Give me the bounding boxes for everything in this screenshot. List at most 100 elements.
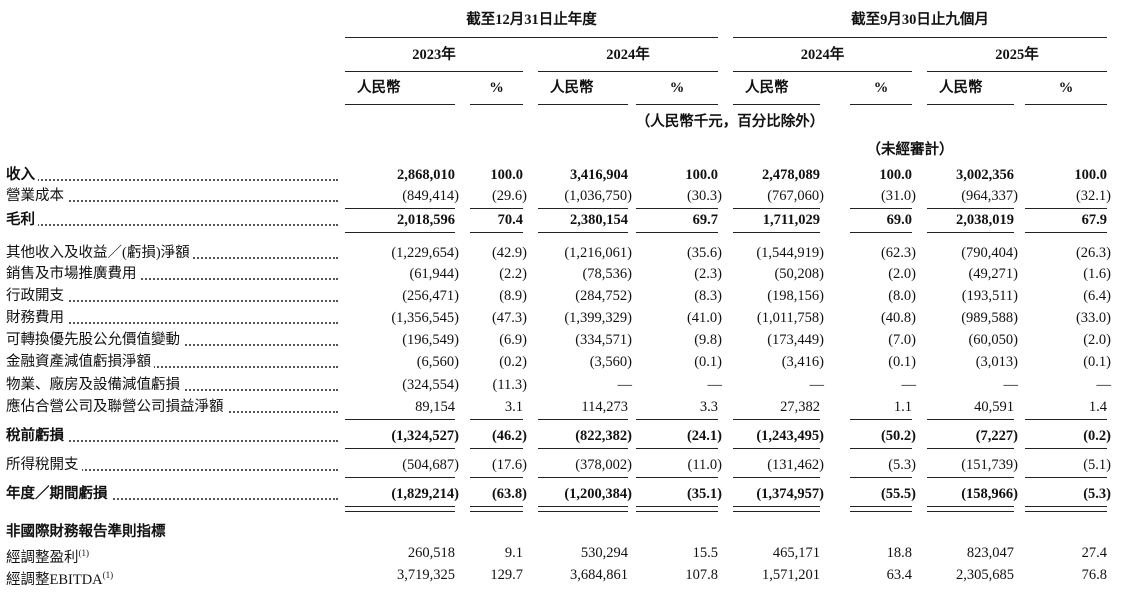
rule: [733, 448, 820, 449]
cell-value: (5.3): [1083, 486, 1111, 502]
rule: [733, 232, 820, 233]
cell-value: (5.3): [888, 457, 916, 473]
cell-value: (60,050): [968, 332, 1018, 348]
row-label: 金融資產減值虧損淨額: [6, 353, 338, 371]
cell-value: (2.0): [1083, 332, 1111, 348]
cell-value: (334,571): [575, 332, 632, 348]
cell-value: (0.1): [1083, 354, 1111, 370]
cell-value: 465,171: [772, 545, 820, 561]
cell-value: (62.3): [880, 245, 916, 261]
cell-value: (5.1): [1083, 457, 1111, 473]
cell-value: (50.2): [880, 428, 916, 444]
row-label: 所得稅開支: [6, 456, 338, 474]
cell-value: —: [617, 377, 633, 393]
unit-header: 人民幣: [550, 80, 594, 96]
row-label: 收入: [6, 166, 338, 184]
cell-value: (31.0): [880, 188, 916, 204]
cell-value: (11.0): [687, 457, 723, 473]
rule: [470, 104, 523, 105]
label-text: 毛利: [6, 212, 38, 228]
cell-value: —: [901, 377, 917, 393]
rule: [470, 419, 523, 420]
cell-value: (173,449): [767, 332, 824, 348]
cell-value: (2.3): [694, 266, 722, 282]
cell-value: (6.9): [499, 332, 527, 348]
cell-value: 67.9: [1081, 212, 1107, 228]
leader-dots: [6, 300, 338, 302]
rule: [636, 232, 718, 233]
rule: [538, 104, 628, 105]
rule: [927, 477, 1014, 478]
cell-value: 18.8: [886, 545, 912, 561]
cell-value: 15.5: [692, 545, 718, 561]
cell-value: (9.8): [694, 332, 722, 348]
cell-value: (504,687): [402, 457, 459, 473]
rule: [470, 232, 523, 233]
rule: [345, 71, 523, 72]
cell-value: (790,404): [961, 245, 1018, 261]
rule: [1025, 511, 1107, 512]
rule: [470, 448, 523, 449]
rule: [1025, 477, 1107, 478]
leader-dots: [6, 440, 338, 442]
period-header: 截至9月30日止九個月: [851, 12, 989, 28]
rule: [636, 506, 718, 507]
leader-dots: [6, 366, 338, 368]
rule: [850, 511, 912, 512]
cell-value: 3,002,356: [956, 167, 1014, 183]
rule: [538, 448, 628, 449]
cell-value: (1,216,061): [564, 245, 632, 261]
label-text: 營業成本: [6, 188, 67, 204]
cell-value: (1,243,495): [756, 428, 824, 444]
rule: [538, 506, 628, 507]
row-label: 年度／期間虧損: [6, 485, 338, 503]
cell-value: 40,591: [974, 399, 1014, 415]
cell-value: (964,337): [961, 188, 1018, 204]
rule: [1025, 208, 1107, 209]
cell-value: (2.0): [888, 266, 916, 282]
cell-value: 27,382: [780, 399, 820, 415]
rule: [1025, 419, 1107, 420]
label-text: 所得稅開支: [6, 457, 82, 473]
cell-value: (8.9): [499, 288, 527, 304]
cell-value: (1,036,750): [564, 188, 632, 204]
rule: [733, 37, 1107, 38]
cell-value: 1,571,201: [762, 567, 820, 583]
section-title: 非國際財務報告準則指標: [6, 524, 166, 540]
year-header: 2025年: [995, 47, 1039, 63]
cell-value: (2.2): [499, 266, 527, 282]
rule: [345, 37, 718, 38]
row-label: 財務費用: [6, 309, 338, 327]
rule: [927, 506, 1014, 507]
rule: [850, 448, 912, 449]
cell-value: (1,200,384): [564, 486, 632, 502]
cell-value: 9.1: [504, 545, 523, 561]
rule: [927, 448, 1014, 449]
cell-value: 63.4: [886, 567, 912, 583]
row-label: 稅前虧損: [6, 427, 338, 445]
cell-value: (8.0): [888, 288, 916, 304]
cell-value: 1.4: [1088, 399, 1107, 415]
cell-value: 530,294: [580, 545, 628, 561]
cell-value: (50,208): [774, 266, 824, 282]
cell-value: (284,752): [575, 288, 632, 304]
cell-value: 3,416,904: [570, 167, 628, 183]
rule: [927, 511, 1014, 512]
rule: [850, 104, 912, 105]
row-label: 行政開支: [6, 287, 338, 305]
cell-value: (378,002): [575, 457, 632, 473]
year-header: 2024年: [800, 47, 845, 63]
cell-value: 1.1: [893, 399, 912, 415]
year-header: 2024年: [606, 47, 650, 63]
rule: [538, 208, 628, 209]
rule: [470, 208, 523, 209]
unit-header: 人民幣: [745, 80, 789, 96]
label-text: 稅前虧損: [6, 428, 67, 444]
rule: [733, 506, 820, 507]
cell-value: 260,518: [407, 545, 455, 561]
label-text: 金融資產減值虧損淨額: [6, 354, 154, 370]
leader-dots: [6, 498, 338, 500]
row-label: 物業、廠房及設備減值虧損: [6, 376, 338, 394]
cell-value: (26.3): [1075, 245, 1111, 261]
cell-value: (63.8): [491, 486, 527, 502]
